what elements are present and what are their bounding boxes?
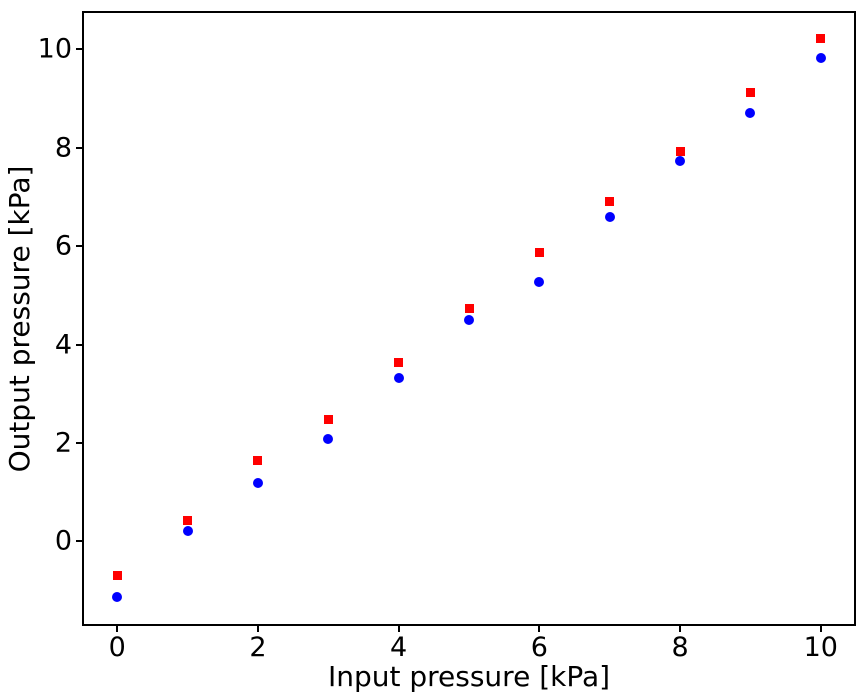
data-point-blue-circle xyxy=(393,372,404,383)
x-tick-mark xyxy=(819,626,822,632)
x-tick-mark xyxy=(679,626,682,632)
data-point-red-square xyxy=(605,196,615,206)
data-point-red-square xyxy=(534,247,544,257)
x-tick-mark xyxy=(256,626,259,632)
x-tick-label: 2 xyxy=(249,632,267,663)
y-tick-label: 6 xyxy=(54,230,72,262)
data-point-red-square xyxy=(675,146,685,156)
data-point-blue-circle xyxy=(604,211,615,222)
data-point-blue-circle xyxy=(112,592,123,603)
data-point-blue-circle xyxy=(323,433,334,444)
data-point-blue-circle xyxy=(815,53,826,64)
y-tick-mark xyxy=(76,48,82,51)
data-point-blue-circle xyxy=(464,315,474,326)
data-point-red-square xyxy=(745,87,755,97)
y-axis-label: Output pressure [kPa] xyxy=(3,165,36,472)
x-tick-label: 6 xyxy=(530,632,548,663)
y-tick-label: 0 xyxy=(54,525,72,557)
y-tick-label: 10 xyxy=(37,33,72,65)
data-point-blue-circle xyxy=(745,108,756,119)
x-tick-mark xyxy=(397,626,400,632)
x-tick-mark xyxy=(538,626,541,632)
y-tick-mark xyxy=(76,441,82,444)
y-tick-mark xyxy=(76,540,82,543)
y-tick-mark xyxy=(76,343,82,346)
data-point-red-square xyxy=(816,34,826,44)
data-point-red-square xyxy=(253,455,263,465)
y-tick-label: 2 xyxy=(54,427,72,459)
data-point-red-square xyxy=(183,516,193,526)
y-tick-label: 4 xyxy=(54,329,72,361)
x-tick-label: 8 xyxy=(671,632,689,663)
y-tick-label: 8 xyxy=(54,132,72,164)
x-tick-mark xyxy=(116,626,119,632)
data-point-blue-circle xyxy=(675,155,686,166)
data-point-red-square xyxy=(464,304,474,314)
x-axis-label: Input pressure [kPa] xyxy=(327,660,611,693)
x-tick-label: 0 xyxy=(108,632,126,663)
data-point-blue-circle xyxy=(534,277,545,288)
x-tick-label: 10 xyxy=(803,632,838,663)
data-point-blue-circle xyxy=(252,478,263,489)
data-point-red-square xyxy=(394,357,404,367)
data-point-red-square xyxy=(323,415,333,425)
y-tick-mark xyxy=(76,146,82,149)
y-tick-mark xyxy=(76,245,82,248)
data-point-blue-circle xyxy=(182,526,193,537)
data-point-red-square xyxy=(112,571,122,581)
x-tick-label: 4 xyxy=(390,632,408,663)
